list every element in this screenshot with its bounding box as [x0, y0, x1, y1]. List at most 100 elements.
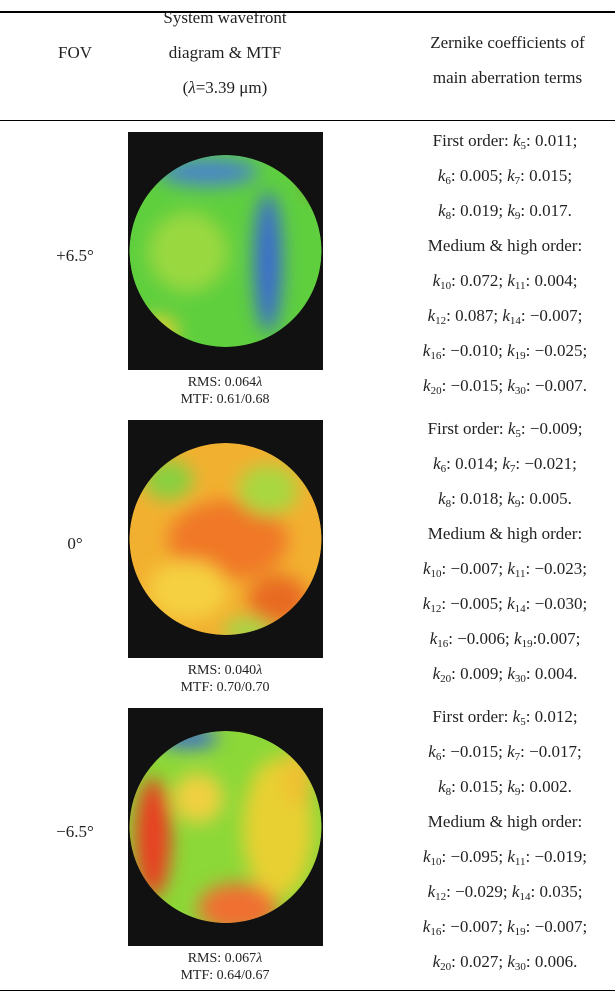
line: k20: 0.009; k30: 0.004.	[395, 656, 615, 691]
symbol: k	[423, 559, 431, 578]
text: FOV	[58, 43, 92, 62]
text: : 0.011;	[526, 131, 577, 150]
mtf: MTF: 0.61/0.68	[125, 391, 325, 408]
wavefront-map	[128, 708, 323, 946]
text: : −0.007;	[442, 559, 508, 578]
symbol: k	[507, 594, 515, 613]
wavefront-map	[128, 132, 323, 370]
line: k6: −0.015; k7: −0.017;	[395, 734, 615, 769]
text: : 0.015;	[451, 777, 507, 796]
symbol: k	[507, 376, 515, 395]
subscript: 19	[522, 638, 533, 650]
line: diagram & MTF	[125, 35, 325, 70]
mtf: MTF: 0.70/0.70	[125, 679, 325, 696]
text: =3.39 μm)	[196, 78, 268, 97]
line: Medium & high order:	[395, 804, 615, 839]
symbol: k	[438, 201, 446, 220]
text: : 0.009;	[451, 664, 507, 683]
text: System wavefront	[163, 8, 286, 27]
text: : −0.007;	[441, 917, 507, 936]
symbol: λ	[188, 78, 195, 97]
symbol: k	[507, 201, 515, 220]
text: : 0.012;	[526, 707, 578, 726]
text: : 0.004.	[526, 664, 577, 683]
text: : 0.005;	[451, 166, 507, 185]
text: : 0.004;	[525, 271, 577, 290]
caption: RMS: 0.040λMTF: 0.70/0.70	[125, 662, 325, 696]
text: First order:	[433, 131, 513, 150]
subscript: 10	[440, 280, 451, 292]
line: Medium & high order:	[395, 228, 615, 263]
symbol: k	[428, 306, 436, 325]
symbol: k	[502, 306, 510, 325]
text: : −0.023;	[525, 559, 587, 578]
header-zernike: Zernike coefficients of main aberration t…	[400, 25, 615, 95]
text: Zernike coefficients of	[430, 33, 585, 52]
line: k6: 0.005; k7: 0.015;	[395, 158, 615, 193]
symbol: k	[507, 777, 515, 796]
text: First order:	[428, 419, 508, 438]
subscript: 14	[519, 891, 530, 903]
line: First order: k5: −0.009;	[395, 411, 615, 446]
text: : 0.018;	[451, 489, 507, 508]
line: k16: −0.010; k19: −0.025;	[395, 333, 615, 368]
line: k10: −0.007; k11: −0.023;	[395, 551, 615, 586]
text: : −0.015;	[441, 742, 507, 761]
symbol: k	[507, 917, 515, 936]
text: : −0.025;	[526, 341, 588, 360]
text: : −0.005;	[441, 594, 507, 613]
rms: RMS: 0.067λ	[125, 950, 325, 967]
symbol: k	[513, 131, 521, 150]
bottom-rule	[0, 990, 615, 991]
symbol: k	[507, 489, 515, 508]
text: : −0.009;	[521, 419, 583, 438]
line: main aberration terms	[400, 60, 615, 95]
rms: RMS: 0.040λ	[125, 662, 325, 679]
coefficients: First order: k5: −0.009;k6: 0.014; k7: −…	[395, 411, 615, 691]
text: : −0.095;	[442, 847, 508, 866]
text: : 0.027;	[451, 952, 507, 971]
text: First order:	[432, 707, 512, 726]
line: k10: 0.072; k11: 0.004;	[395, 263, 615, 298]
text: : −0.006;	[448, 629, 514, 648]
text: Medium & high order:	[428, 236, 582, 255]
symbol: k	[433, 271, 441, 290]
symbol: k	[507, 166, 515, 185]
line: k8: 0.019; k9: 0.017.	[395, 193, 615, 228]
symbol: k	[438, 489, 446, 508]
subscript: 14	[510, 315, 521, 327]
text: : −0.007;	[521, 306, 583, 325]
symbol: k	[428, 882, 436, 901]
text: : −0.019;	[525, 847, 587, 866]
text: Medium & high order:	[428, 812, 582, 831]
subscript: 19	[515, 350, 526, 362]
text: : 0.072;	[451, 271, 507, 290]
text: : 0.002.	[520, 777, 571, 796]
line: k20: −0.015; k30: −0.007.	[395, 368, 615, 403]
symbol: k	[507, 952, 515, 971]
subscript: 12	[430, 603, 441, 615]
subscript: 10	[431, 856, 442, 868]
text: : −0.007;	[526, 917, 588, 936]
symbol: k	[433, 454, 441, 473]
text: RMS: 0.067	[188, 951, 256, 966]
text: : −0.015;	[442, 376, 508, 395]
subscript: 10	[431, 568, 442, 580]
symbol: k	[507, 271, 515, 290]
symbol: k	[428, 742, 436, 761]
symbol: k	[514, 629, 522, 648]
subscript: 11	[515, 856, 526, 868]
header-rule	[0, 120, 615, 121]
subscript: 20	[431, 385, 442, 397]
symbol: k	[423, 376, 431, 395]
mtf: MTF: 0.64/0.67	[125, 967, 325, 984]
subscript: 20	[440, 961, 451, 973]
text: : 0.014;	[446, 454, 502, 473]
text: RMS: 0.064	[188, 375, 256, 390]
subscript: 16	[430, 350, 441, 362]
subscript: 14	[515, 603, 526, 615]
text: : 0.005.	[520, 489, 571, 508]
text: : −0.030;	[526, 594, 588, 613]
symbol: k	[507, 559, 515, 578]
